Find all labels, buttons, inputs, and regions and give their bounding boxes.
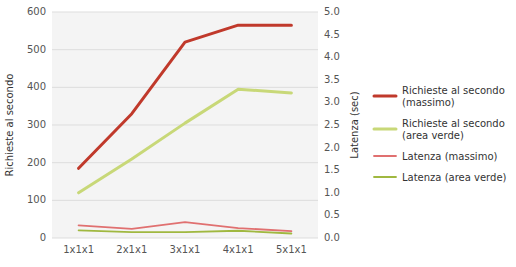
legend-swatch [374, 155, 396, 157]
legend-swatch [374, 128, 396, 131]
y2-tick-label: 1.5 [324, 164, 340, 175]
x-tick-label: 1x1x1 [63, 244, 94, 255]
y2-tick-label: 3.0 [324, 96, 340, 107]
chart-container: 0 100 200 300 400 500 600 0.0 0.5 1.0 1.5 2.0 2.5 3.0… [0, 0, 516, 267]
grid-line [52, 238, 318, 239]
y-tick-label: 400 [27, 81, 46, 92]
x-tick-label: 2x1x1 [116, 244, 147, 255]
chart: 0 100 200 300 400 500 600 0.0 0.5 1.0 1.5 2.0 2.5 3.0… [0, 0, 516, 267]
y2-tick-label: 1.0 [324, 187, 340, 198]
legend-label: Richieste al secondo(massimo) [402, 85, 505, 108]
legend-label-line: Richieste al secondo [402, 118, 505, 129]
grid-line [52, 87, 318, 88]
legend-label: Latenza (massimo) [402, 151, 497, 162]
legend-label-line: Latenza (massimo) [402, 151, 497, 162]
legend-swatch [374, 176, 396, 178]
y2-axis-label: Latenza (sec) [349, 91, 360, 158]
y2-tick-label: 2.5 [324, 119, 340, 130]
series-line [79, 25, 292, 168]
legend-swatch [374, 95, 396, 98]
legend-label: Richieste al secondo(area verde) [402, 118, 505, 141]
y-tick-label: 300 [27, 119, 46, 130]
legend-label-line: (area verde) [402, 130, 464, 141]
grid-line [52, 12, 318, 13]
y2-tick-label: 5.0 [324, 6, 340, 17]
legend: Richieste al secondo(massimo)Richieste a… [374, 85, 507, 183]
legend-label-line: Latenza (area verde) [402, 172, 507, 183]
y-tick-label: 100 [27, 194, 46, 205]
series-line [79, 230, 292, 233]
grid-line [52, 200, 318, 201]
legend-label-line: Richieste al secondo [402, 85, 505, 96]
grid-line [52, 162, 318, 163]
y2-tick-label: 4.0 [324, 51, 340, 62]
legend-label: Latenza (area verde) [402, 172, 507, 183]
y-tick-label: 200 [27, 157, 46, 168]
x-tick-label: 4x1x1 [223, 244, 254, 255]
series-group [79, 25, 292, 233]
y2-tick-label: 3.5 [324, 74, 340, 85]
y-tick-label: 500 [27, 44, 46, 55]
y2-tick-label: 0.5 [324, 209, 340, 220]
y-axis-label: Richieste al secondo [4, 74, 15, 177]
y-tick-label: 0 [40, 232, 46, 243]
x-tick-label: 5x1x1 [276, 244, 307, 255]
y2-tick-label: 4.5 [324, 29, 340, 40]
y2-tick-label: 0.0 [324, 232, 340, 243]
grid-line [52, 49, 318, 50]
series-line [79, 222, 292, 231]
y2-tick-label: 2.0 [324, 142, 340, 153]
series-line [79, 89, 292, 193]
y-tick-label: 600 [27, 6, 46, 17]
plot-area [52, 12, 318, 238]
grid [52, 12, 318, 238]
x-tick-label: 3x1x1 [170, 244, 201, 255]
legend-label-line: (massimo) [402, 97, 455, 108]
